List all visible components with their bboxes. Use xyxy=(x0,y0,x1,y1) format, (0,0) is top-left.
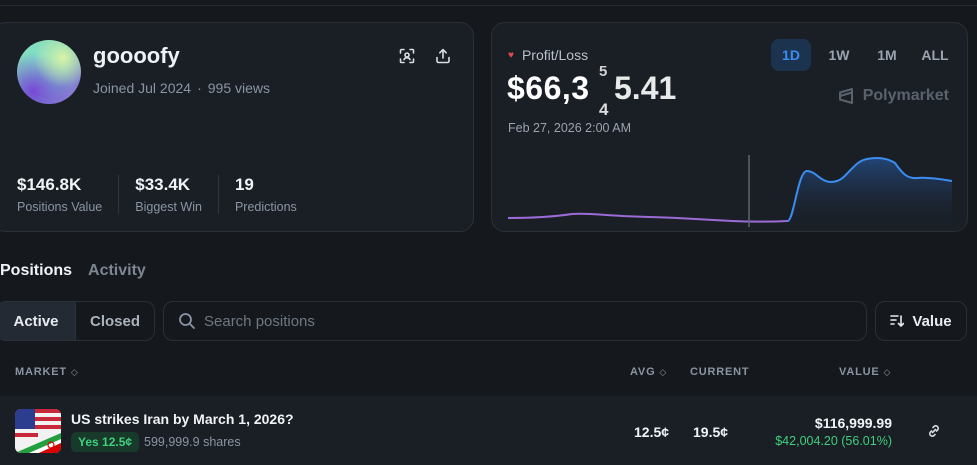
time-range-selector: 1D 1W 1M ALL xyxy=(771,39,955,71)
chart-line-before xyxy=(507,212,789,223)
outcome-badge: Yes 12.5¢ xyxy=(71,432,140,452)
pnl-label-text: Profit/Loss xyxy=(521,47,589,63)
joined-date: Joined Jul 2024 xyxy=(93,80,192,96)
profile-stats: $146.8K Positions Value $33.4K Biggest W… xyxy=(17,175,329,214)
pnl-value-main: $66,3 xyxy=(507,70,590,106)
qr-scan-icon[interactable] xyxy=(396,45,418,67)
sort-toggle-icon: ◇ xyxy=(883,366,892,377)
sort-icon xyxy=(890,315,905,328)
sort-toggle-icon: ◇ xyxy=(659,366,668,377)
stat-predictions: 19 Predictions xyxy=(235,175,313,214)
meta-separator: · xyxy=(197,80,202,96)
avg-price: 12.5¢ xyxy=(634,424,670,440)
search-input[interactable] xyxy=(204,312,804,330)
pnl-line-chart xyxy=(507,155,953,231)
stat-value: $146.8K xyxy=(17,175,82,194)
link-icon[interactable] xyxy=(926,423,942,439)
range-1d-button[interactable]: 1D xyxy=(771,39,811,71)
share-count: 599,999.9 shares xyxy=(144,435,241,449)
pnl-rolling-digit: 4 xyxy=(599,100,609,119)
pnl-date: Feb 27, 2026 2:00 AM xyxy=(508,121,632,135)
tab-positions[interactable]: Positions xyxy=(0,262,73,279)
view-count: 995 views xyxy=(207,80,271,96)
avatar xyxy=(17,40,81,104)
header-label: MARKET xyxy=(15,366,67,378)
column-header-value[interactable]: VALUE ◇ xyxy=(839,366,891,378)
profile-meta: Joined Jul 2024 · 995 views xyxy=(93,80,270,96)
polymarket-logo-icon xyxy=(838,88,853,104)
header-label: AVG xyxy=(630,366,656,378)
column-header-current: CURRENT xyxy=(690,366,749,378)
stat-value: 19 xyxy=(234,175,254,194)
pnl-rolling-digit: 5 xyxy=(599,63,608,80)
sort-toggle-icon: ◇ xyxy=(70,366,79,377)
profile-card: goooofy Joined Jul 2024 · 995 views $146.8… xyxy=(0,22,474,232)
chart-area-fill xyxy=(788,158,952,231)
current-price: 19.5¢ xyxy=(693,424,729,440)
stat-label: Biggest Win xyxy=(135,200,202,214)
username: goooofy xyxy=(93,43,180,68)
column-header-avg[interactable]: AVG ◇ xyxy=(630,366,667,378)
pnl-value: $66,3 xyxy=(507,70,590,107)
brand-name: Polymarket xyxy=(862,87,949,104)
stat-biggest-win: $33.4K Biggest Win xyxy=(135,175,219,214)
stat-value: $33.4K xyxy=(135,175,191,194)
pnl-card: ♥ Profit/Loss $66,3 5 4 5.41 Feb 27, 202… xyxy=(491,22,968,232)
range-all-button[interactable]: ALL xyxy=(921,47,949,63)
loss-indicator-icon: ♥ xyxy=(508,49,514,61)
header-label: CURRENT xyxy=(690,366,750,378)
header-label: VALUE xyxy=(839,366,880,378)
market-title[interactable]: US strikes Iran by March 1, 2026? xyxy=(71,411,294,427)
stat-positions-value: $146.8K Positions Value xyxy=(17,175,120,214)
position-value: $116,999.99 xyxy=(814,415,892,431)
brand-logo: Polymarket xyxy=(837,87,949,105)
pnl-label: ♥ Profit/Loss xyxy=(508,47,588,63)
sort-label: Value xyxy=(912,312,952,330)
tab-activity[interactable]: Activity xyxy=(88,262,146,279)
sort-value-button[interactable]: Value xyxy=(875,301,967,341)
filter-closed-button[interactable]: Closed xyxy=(75,302,154,340)
chart-line-after xyxy=(787,157,953,222)
positions-tabs: Positions Activity xyxy=(0,262,146,280)
position-pnl: $42,004.20 (56.01%) xyxy=(775,434,892,448)
pnl-value-tail: 5.41 xyxy=(614,70,677,106)
top-divider xyxy=(0,5,977,6)
market-image xyxy=(15,409,61,453)
search-icon xyxy=(179,313,195,329)
filter-active-button[interactable]: Active xyxy=(0,302,75,340)
table-row[interactable]: US strikes Iran by March 1, 2026? Yes 12… xyxy=(0,396,977,465)
us-iran-flag-icon xyxy=(15,409,61,453)
stat-label: Positions Value xyxy=(17,200,103,214)
search-box xyxy=(163,301,867,341)
column-header-market[interactable]: MARKET ◇ xyxy=(15,366,79,378)
range-1w-button[interactable]: 1W xyxy=(828,47,850,63)
share-icon[interactable] xyxy=(432,45,454,67)
range-1m-button[interactable]: 1M xyxy=(877,47,897,63)
stat-label: Predictions xyxy=(234,200,297,214)
status-filter: Active Closed xyxy=(0,301,155,341)
